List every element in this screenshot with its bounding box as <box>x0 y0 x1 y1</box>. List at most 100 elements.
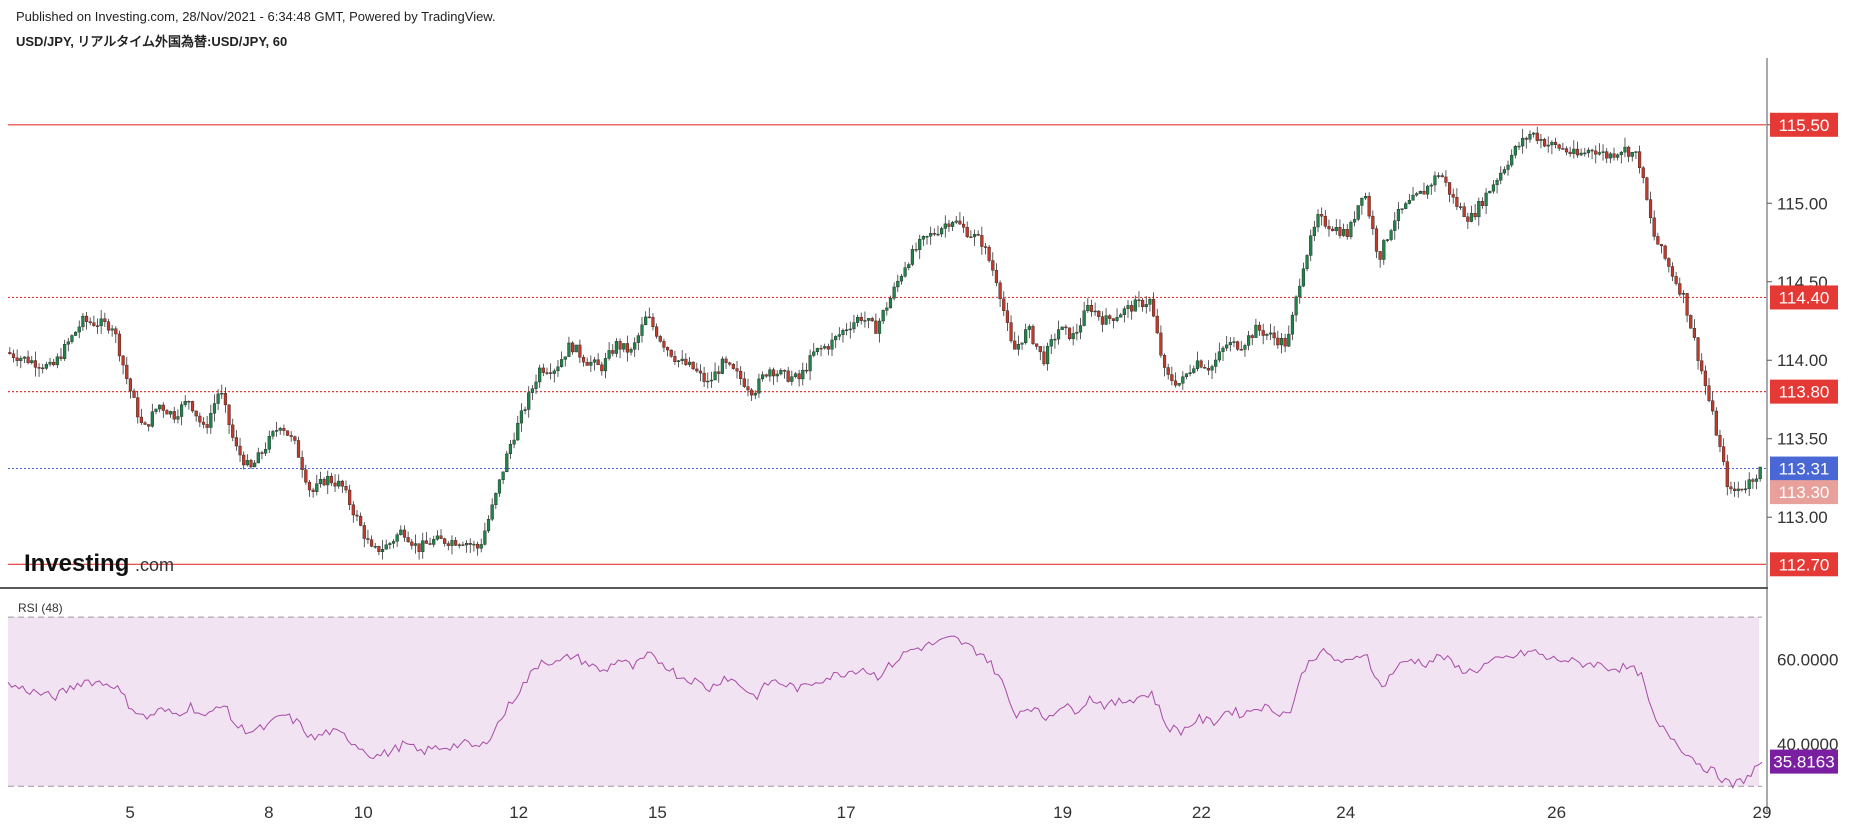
candle-up <box>465 542 469 546</box>
candle-up <box>1586 149 1591 154</box>
candle-up <box>1601 151 1605 153</box>
price-level-tag: 113.80 <box>1779 383 1830 402</box>
candle-down <box>428 543 432 545</box>
candle-up <box>680 358 684 361</box>
candle-down <box>475 543 480 549</box>
candle-down <box>468 542 472 545</box>
candle-down <box>147 424 151 427</box>
published-note: Published on Investing.com, 28/Nov/2021 … <box>16 9 496 24</box>
candle-up <box>921 236 925 240</box>
candle-up <box>636 335 640 343</box>
candle-down <box>1641 167 1645 178</box>
rsi-value-tag-bg <box>1770 749 1838 774</box>
candle-up <box>1389 230 1393 240</box>
candle-up <box>918 239 922 250</box>
candle-up <box>1181 376 1185 384</box>
candle-up <box>1418 190 1422 194</box>
candle-down <box>585 361 589 366</box>
price-level-tag: 114.40 <box>1779 288 1830 307</box>
candle-down <box>1667 258 1671 267</box>
price-tags: 115.50 114.40 113.80 112.70 113.31 113.30 35.8… <box>1770 112 1838 774</box>
logo-suffix: .com <box>135 555 174 575</box>
candle-down <box>969 236 973 239</box>
candle-down <box>1159 332 1163 356</box>
candle-down <box>11 353 16 358</box>
candle-up <box>1265 333 1269 336</box>
candle-down <box>1067 327 1072 340</box>
candle-down <box>1458 206 1463 208</box>
candle-up <box>512 439 516 445</box>
candle-down <box>15 357 19 361</box>
candle-down <box>52 361 56 366</box>
candle-down <box>333 482 337 487</box>
candle-up <box>519 410 523 424</box>
candle-up <box>66 341 70 345</box>
candle-down <box>742 378 746 387</box>
candle-up <box>158 404 162 410</box>
candle-down <box>1480 201 1485 206</box>
candle-down <box>1605 151 1609 159</box>
candle-down <box>8 352 12 354</box>
candle-down <box>1320 214 1324 217</box>
candle-up <box>1195 360 1200 369</box>
candle-down <box>1097 310 1101 317</box>
candle-down <box>961 223 966 228</box>
candle-up <box>22 356 27 359</box>
candle-down <box>117 333 122 357</box>
candle-down <box>322 479 326 486</box>
candle-down <box>1137 299 1141 302</box>
candle-down <box>658 336 662 342</box>
candle-up <box>220 393 224 395</box>
candle-down <box>1466 216 1470 222</box>
x-tick-label: 12 <box>509 803 528 822</box>
candle-down <box>103 318 107 322</box>
candle-up <box>676 360 681 362</box>
candle-down <box>1206 368 1210 371</box>
candle-down <box>190 401 195 412</box>
candle-up <box>77 326 81 333</box>
candle-down <box>143 422 147 425</box>
candle-down <box>198 415 202 423</box>
candle-up <box>910 249 914 265</box>
x-tick-label: 26 <box>1547 803 1566 822</box>
candle-down <box>1108 315 1112 319</box>
candle-up <box>552 370 556 374</box>
candle-up <box>1301 268 1305 287</box>
x-tick-label: 19 <box>1053 803 1072 822</box>
rsi-value-tag: 35.8163 <box>1773 753 1834 772</box>
price-tick-label: 114.00 <box>1777 351 1828 370</box>
candle-down <box>947 223 951 227</box>
candle-up <box>413 543 418 546</box>
candle-up <box>388 543 392 545</box>
last-price-tag: 113.31 <box>1779 460 1830 479</box>
price-levels <box>8 124 1766 565</box>
candle-down <box>1100 316 1105 325</box>
candle-down <box>1327 226 1331 230</box>
candle-down <box>1272 332 1276 339</box>
candle-down <box>293 436 297 441</box>
candle-up <box>1254 324 1258 338</box>
candle-down <box>1331 228 1335 232</box>
candle-up <box>176 416 180 420</box>
candle-up <box>1747 479 1751 489</box>
candle-up <box>278 428 282 431</box>
candle-down <box>1236 341 1240 350</box>
candle-up <box>457 544 461 546</box>
candle-up <box>929 233 933 237</box>
candle-up <box>779 369 783 375</box>
candle-down <box>1561 148 1565 150</box>
candle-down <box>238 445 242 456</box>
candle-up <box>1597 152 1601 155</box>
candle-down <box>1166 367 1170 375</box>
candle-up <box>450 540 454 546</box>
candle-down <box>370 539 374 547</box>
candle-up <box>1426 185 1430 195</box>
x-tick-label: 17 <box>837 803 856 822</box>
candle-up <box>1016 344 1020 350</box>
candles <box>8 126 1762 560</box>
candle-up <box>1437 175 1441 177</box>
candle-down <box>1462 206 1466 218</box>
candle-down <box>106 321 111 331</box>
candle-up <box>1429 184 1433 187</box>
